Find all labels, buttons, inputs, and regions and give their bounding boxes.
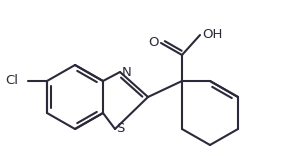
Text: S: S xyxy=(116,122,124,134)
Text: Cl: Cl xyxy=(5,75,18,88)
Text: N: N xyxy=(122,66,132,78)
Text: O: O xyxy=(148,37,159,49)
Text: OH: OH xyxy=(202,27,222,41)
